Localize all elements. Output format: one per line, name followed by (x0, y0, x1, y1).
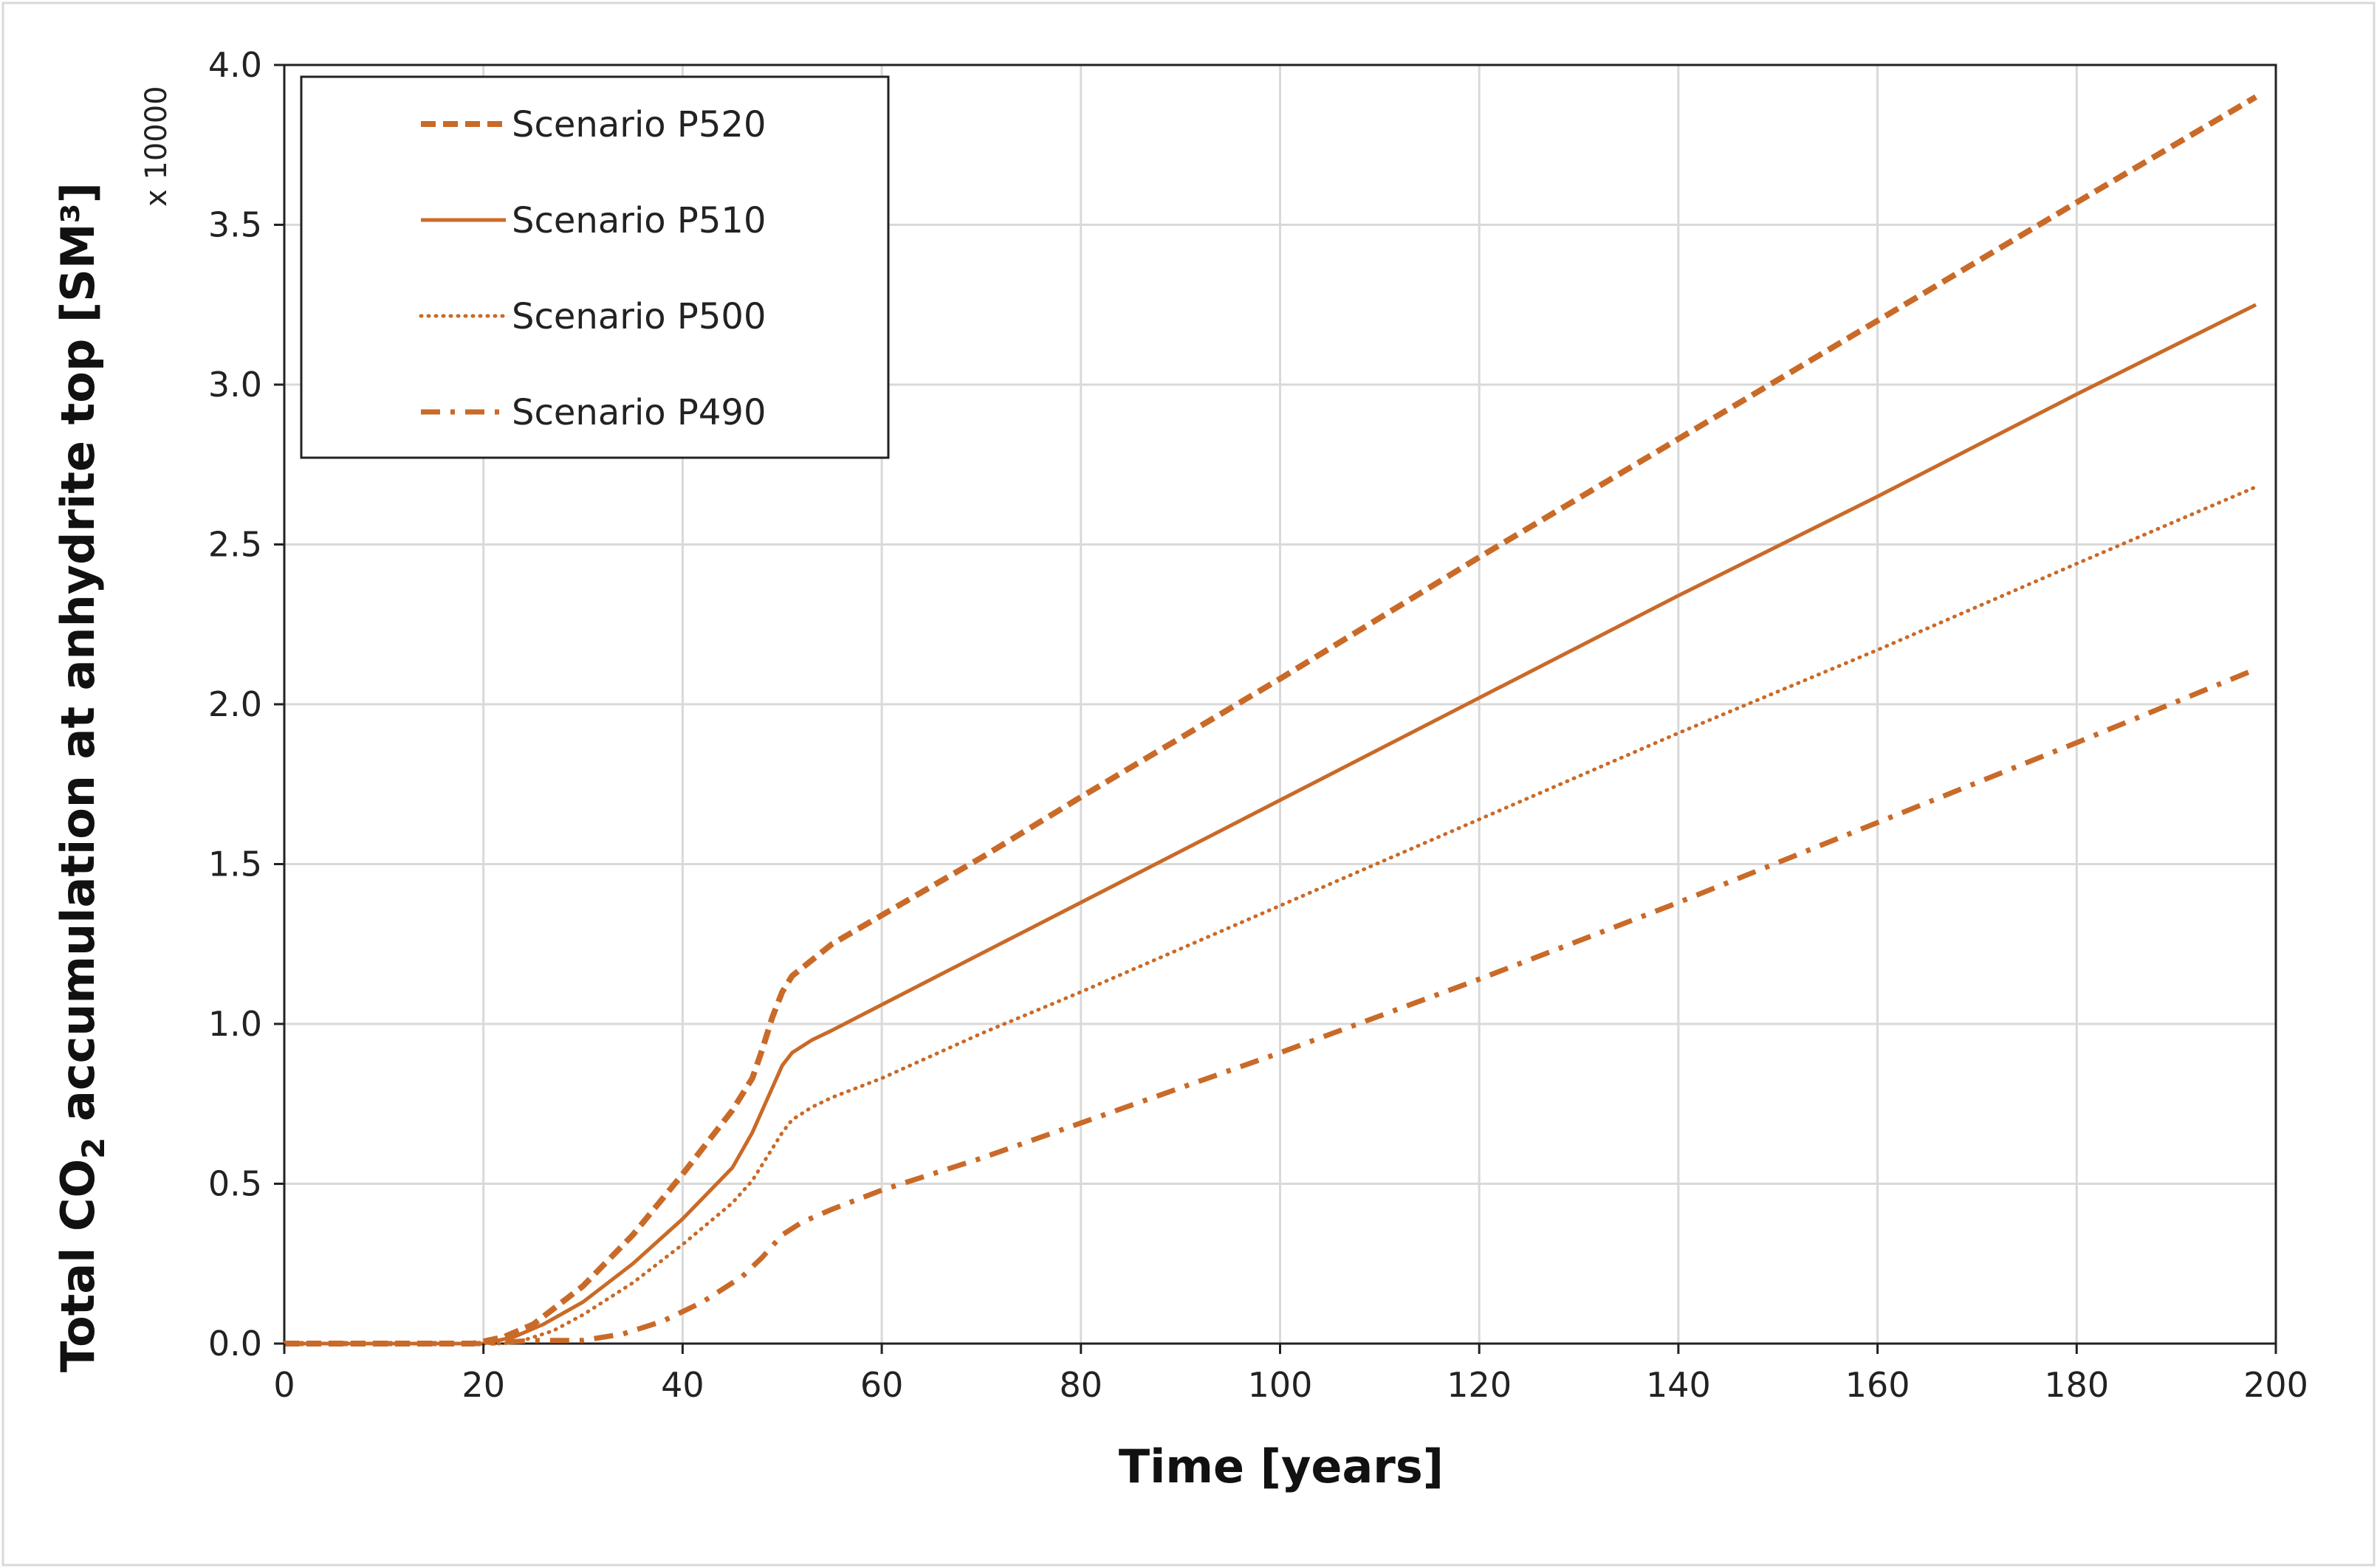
legend: Scenario P520 Scenario P510 Scenario P500 S… (300, 75, 890, 459)
series-line-scenario-p510 (284, 303, 2257, 1346)
x-tick-label: 60 (860, 1365, 904, 1405)
x-tick-label: 120 (1447, 1365, 1512, 1405)
x-tick-label: 20 (462, 1365, 505, 1405)
y-axis-multiplier: x 10000 (140, 86, 174, 207)
y-tick-label: 4.0 (208, 45, 262, 85)
series-line-scenario-p490 (284, 667, 2257, 1347)
x-tick-label: 140 (1646, 1365, 1711, 1405)
x-axis-title: Time [years] (1119, 1440, 1444, 1493)
x-tick-label: 80 (1060, 1365, 1103, 1405)
x-tick-label: 40 (661, 1365, 704, 1405)
y-tick-label: 3.5 (208, 205, 262, 245)
y-tick-label: 3.0 (208, 365, 262, 405)
y-tick-label: 0.5 (208, 1164, 262, 1204)
gridlines (284, 65, 2276, 1344)
x-tick-labels: 0 20 40 60 80 100 120 140 160 180 200 (273, 1344, 2308, 1405)
legend-box (300, 75, 890, 459)
y-tick-label: 0.0 (208, 1324, 262, 1364)
y-axis-title-part2: accumulation at anhydrite top [SM³] (51, 182, 105, 1138)
legend-label: Scenario P520 (512, 104, 766, 145)
series-line-scenario-p500 (282, 485, 2258, 1346)
x-tick-label: 0 (273, 1365, 295, 1405)
x-tick-label: 100 (1248, 1365, 1313, 1405)
x-tick-label: 200 (2243, 1365, 2308, 1405)
y-tick-label: 1.5 (208, 845, 262, 884)
y-tick-label: 2.0 (208, 684, 262, 724)
x-tick-label: 160 (1845, 1365, 1910, 1405)
y-axis-title-part1: Total CO (51, 1159, 105, 1372)
y-axis-title: Total CO2 accumulation at anhydrite top … (51, 182, 112, 1372)
y-tick-label: 1.0 (208, 1004, 262, 1044)
series-line-scenario-p520 (284, 94, 2258, 1347)
legend-label: Scenario P510 (512, 200, 766, 241)
x-tick-label: 180 (2044, 1365, 2109, 1405)
y-axis-title-subscript: 2 (75, 1138, 112, 1159)
series-layer (282, 94, 2258, 1347)
legend-label: Scenario P500 (512, 296, 766, 337)
legend-label: Scenario P490 (512, 392, 766, 433)
y-tick-labels: 0.0 0.5 1.0 1.5 2.0 2.5 3.0 3.5 4.0 (208, 45, 284, 1364)
y-tick-label: 2.5 (208, 525, 262, 565)
